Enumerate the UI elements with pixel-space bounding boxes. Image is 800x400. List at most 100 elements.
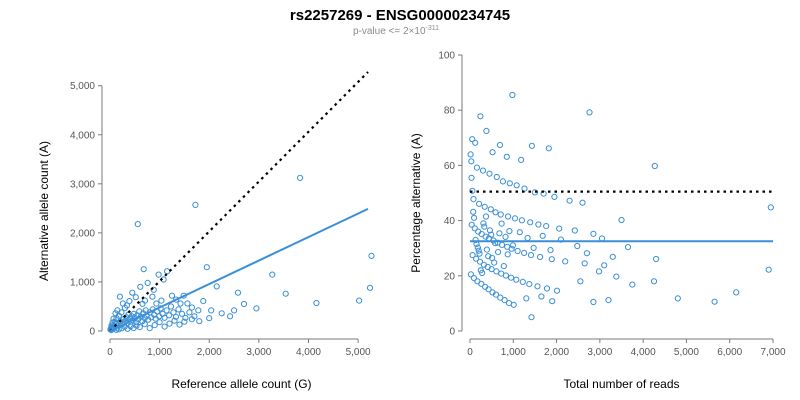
data-point: [539, 232, 546, 239]
data-point: [481, 223, 488, 230]
y-tick-label: 60: [444, 161, 456, 172]
x-tick-label: 5,000: [346, 347, 371, 358]
y-tick-label: 4,000: [70, 130, 95, 141]
data-point: [158, 297, 165, 304]
data-point: [538, 293, 545, 300]
data-point: [605, 297, 612, 304]
data-point: [499, 178, 506, 185]
data-point: [479, 167, 487, 174]
data-point: [469, 187, 476, 194]
data-point: [134, 221, 141, 228]
data-point: [141, 321, 148, 328]
data-point: [137, 283, 144, 290]
data-point: [468, 174, 475, 181]
data-point: [595, 268, 603, 275]
data-point: [581, 260, 588, 267]
data-point: [629, 281, 636, 288]
data-point: [513, 182, 520, 189]
data-point: [172, 313, 180, 320]
data-point: [144, 279, 151, 286]
data-point: [493, 173, 500, 181]
data-point: [470, 196, 477, 203]
data-point: [178, 310, 186, 317]
data-point: [537, 253, 544, 261]
data-point: [470, 208, 477, 215]
data-point: [110, 315, 117, 322]
x-tick-label: 4,000: [631, 347, 656, 358]
data-point: [487, 206, 494, 213]
data-point: [173, 296, 180, 303]
x-tick-label: 3,000: [246, 347, 271, 358]
data-point: [182, 314, 189, 321]
data-point: [553, 287, 561, 294]
y-tick-label: 40: [444, 216, 456, 227]
y-tick-label: 0: [449, 327, 455, 338]
data-point: [483, 246, 490, 253]
x-tick-label: 0: [467, 347, 473, 358]
data-point: [176, 321, 183, 328]
data-point: [524, 234, 531, 242]
data-point: [471, 225, 478, 232]
data-point: [164, 268, 171, 275]
x-tick-label: 6,000: [717, 347, 742, 358]
x-axis-title: Reference allele count (G): [171, 377, 311, 391]
data-point: [516, 229, 523, 236]
data-point: [473, 164, 480, 171]
data-point: [474, 244, 481, 251]
data-point: [116, 293, 124, 300]
data-point: [140, 266, 147, 273]
data-point: [188, 316, 195, 323]
data-point: [547, 247, 554, 254]
x-tick-label: 0: [107, 347, 113, 358]
data-point: [168, 292, 176, 299]
data-point: [468, 221, 475, 228]
data-point: [513, 276, 520, 283]
data-point: [482, 213, 490, 220]
data-point: [613, 273, 620, 280]
data-point: [485, 286, 492, 293]
data-point: [240, 300, 248, 308]
data-point: [186, 309, 193, 316]
y-tick-label: 20: [444, 271, 456, 282]
data-point: [523, 295, 530, 302]
data-point: [171, 317, 178, 324]
data-point: [208, 307, 215, 314]
data-point: [203, 264, 210, 271]
right-scatter-panel: 0 1,000 2,000 3,000 4,000 5,000 6,000 7,000 Tota…: [409, 51, 786, 392]
x-axis-title: Total number of reads: [563, 377, 679, 391]
y-tick-label: 80: [444, 106, 456, 117]
data-point: [509, 91, 516, 99]
data-point: [129, 289, 136, 296]
data-point: [543, 285, 551, 292]
data-point: [483, 127, 490, 134]
data-point: [127, 323, 134, 330]
data-point: [478, 280, 485, 287]
data-point: [112, 310, 119, 317]
data-point: [501, 297, 508, 304]
data-point: [476, 250, 483, 257]
data-point: [146, 325, 153, 332]
data-point: [711, 298, 718, 305]
fit-line: [109, 207, 369, 332]
data-point: [535, 221, 542, 228]
data-point: [297, 174, 304, 181]
data-point: [506, 180, 513, 187]
data-point: [650, 278, 658, 285]
data-point: [651, 162, 658, 170]
x-tick-label: 1,000: [147, 347, 172, 358]
data-point: [151, 322, 158, 329]
chart-subtitle: p-value <= 2×10-311: [353, 25, 439, 37]
data-point: [488, 231, 495, 238]
data-point: [496, 230, 503, 237]
data-point: [486, 170, 493, 177]
data-point: [130, 310, 137, 317]
data-point: [150, 286, 157, 293]
x-tick-label: 2,000: [197, 347, 222, 358]
data-point: [227, 313, 234, 320]
data-point: [356, 297, 363, 304]
data-point: [574, 242, 581, 250]
data-point: [492, 291, 500, 298]
data-point: [586, 109, 593, 116]
data-point: [181, 318, 188, 325]
data-point: [497, 211, 504, 218]
